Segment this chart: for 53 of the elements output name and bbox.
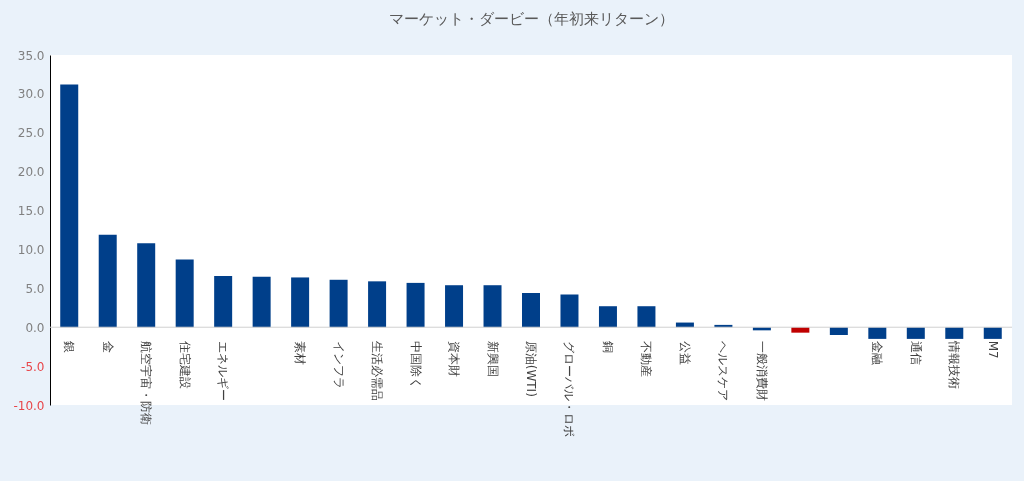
bar [252,276,271,328]
bar [637,306,656,328]
x-tick-label: 金融 [870,340,885,365]
x-tick-label: 一般消費財 [754,340,769,401]
bar [329,279,348,328]
bar [175,259,194,328]
y-tick-label: 25.0 [17,126,45,141]
bar [368,281,387,328]
y-tick-label: -10.0 [13,398,45,413]
y-tick-label: 30.0 [17,87,45,102]
bar [406,282,425,328]
y-tick-label: 35.0 [17,48,45,63]
y-tick-label: 5.0 [25,281,45,296]
y-tick-label: 15.0 [17,204,45,219]
x-tick-label: 銅 [600,340,615,353]
x-tick-label: 原油(WTI) [524,340,538,397]
bar [906,327,925,339]
x-tick-label: 住宅建設 [177,339,192,389]
bar [98,234,117,328]
y-tick-label: -5.0 [21,359,45,374]
bar [60,84,79,328]
x-tick-label: 不動産 [639,340,654,377]
x-tick-label: 生活必需品 [370,340,385,401]
x-tick-label: 情報技術 [947,339,962,389]
y-tick-label: 20.0 [17,165,45,180]
bar [560,294,579,328]
x-tick-label: 公益 [677,340,692,365]
bar [522,293,540,328]
x-tick-label: 中国除く [408,340,423,389]
x-tick-label: 素材 [293,340,308,365]
chart-title: マーケット・ダービー（年初来リターン） [388,10,674,28]
bar [291,277,310,328]
bar [983,327,1002,339]
y-tick-label: 10.0 [17,242,45,257]
bar [445,285,464,328]
x-tick-label: 資本財 [447,340,462,377]
y-tick-label: 0.0 [25,320,45,335]
x-tick-label: 通信 [908,340,923,365]
x-tick-label: ヘルスケア [716,340,731,401]
bar [214,275,233,328]
x-tick-label: 金 [100,340,115,353]
bar [598,306,617,328]
x-tick-label: インフラ [331,340,346,389]
x-tick-label: 航空宇宙・防衛 [139,340,154,425]
x-tick-label: エネルギー [216,340,231,401]
x-tick-label: 新興国 [485,340,500,377]
bar [483,285,502,328]
bar [137,243,156,328]
x-tick-label: グローバル・ロボ [562,340,577,437]
x-tick-label: 銀 [62,340,77,353]
bar [945,327,964,339]
x-tick-label: M7 [985,340,1000,359]
bar [868,327,887,339]
